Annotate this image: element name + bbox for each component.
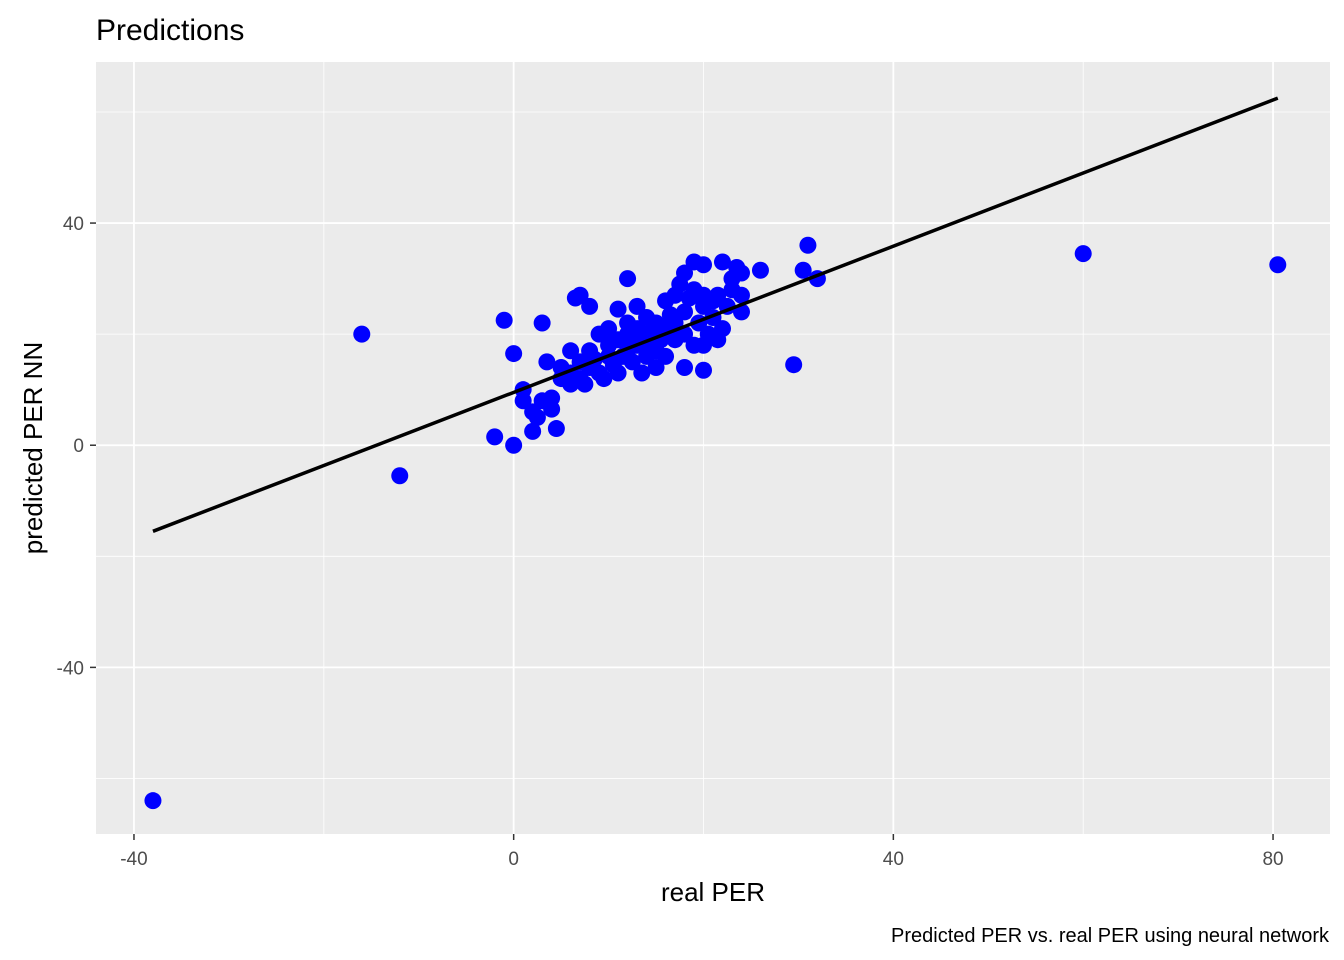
data-point bbox=[713, 320, 731, 338]
data-point bbox=[486, 428, 504, 446]
data-point bbox=[676, 358, 694, 376]
data-point bbox=[581, 297, 599, 315]
data-point bbox=[633, 364, 651, 382]
data-point bbox=[794, 261, 812, 279]
data-point bbox=[609, 364, 627, 382]
data-point bbox=[547, 420, 565, 438]
x-tick-label: 80 bbox=[1262, 849, 1283, 870]
data-point bbox=[505, 436, 523, 454]
data-point bbox=[732, 264, 750, 282]
data-point bbox=[391, 467, 409, 485]
data-point bbox=[576, 375, 594, 393]
data-point bbox=[505, 345, 523, 363]
data-point bbox=[600, 320, 618, 338]
data-point bbox=[709, 286, 727, 304]
data-point bbox=[562, 342, 580, 360]
fit-line-group bbox=[152, 96, 1279, 533]
data-point bbox=[628, 320, 646, 338]
y-tick-label: 0 bbox=[73, 436, 84, 457]
data-point bbox=[1269, 256, 1287, 274]
data-point bbox=[353, 325, 371, 343]
data-point bbox=[543, 389, 561, 407]
y-tick-label: -40 bbox=[57, 658, 84, 679]
data-point bbox=[571, 286, 589, 304]
data-point bbox=[533, 314, 551, 332]
data-point bbox=[528, 408, 546, 426]
data-point bbox=[495, 311, 513, 329]
data-point bbox=[647, 358, 665, 376]
data-point bbox=[1074, 245, 1092, 263]
y-axis-title: predicted PER NN bbox=[18, 342, 48, 554]
x-tick-label: -40 bbox=[120, 849, 147, 870]
data-point bbox=[144, 792, 162, 810]
y-axis-ticks: -40 0 40 bbox=[57, 214, 96, 679]
data-point bbox=[657, 347, 675, 365]
data-point bbox=[695, 361, 713, 379]
x-axis-ticks: -40 0 40 80 bbox=[120, 834, 1284, 870]
data-point bbox=[732, 286, 750, 304]
data-point bbox=[799, 236, 817, 254]
x-tick-label: 40 bbox=[883, 849, 904, 870]
data-point bbox=[695, 256, 713, 274]
data-point bbox=[623, 353, 641, 371]
x-tick-label: 0 bbox=[508, 849, 519, 870]
data-point bbox=[628, 297, 646, 315]
data-point bbox=[785, 356, 803, 374]
plot-panel bbox=[96, 62, 1330, 834]
chart-title: Predictions bbox=[96, 14, 244, 47]
data-point bbox=[751, 261, 769, 279]
y-tick-label: 40 bbox=[63, 214, 84, 235]
data-point bbox=[595, 370, 613, 388]
chart-caption: Predicted PER vs. real PER using neural … bbox=[891, 925, 1330, 947]
fit-line bbox=[152, 96, 1279, 533]
data-point bbox=[538, 353, 556, 371]
x-axis-title: real PER bbox=[661, 877, 765, 907]
data-point bbox=[514, 392, 532, 410]
data-point bbox=[676, 264, 694, 282]
data-points bbox=[144, 236, 1287, 810]
data-point bbox=[524, 422, 542, 440]
data-point bbox=[619, 270, 637, 288]
data-point bbox=[713, 253, 731, 271]
data-point bbox=[676, 303, 694, 321]
data-point bbox=[609, 300, 627, 318]
